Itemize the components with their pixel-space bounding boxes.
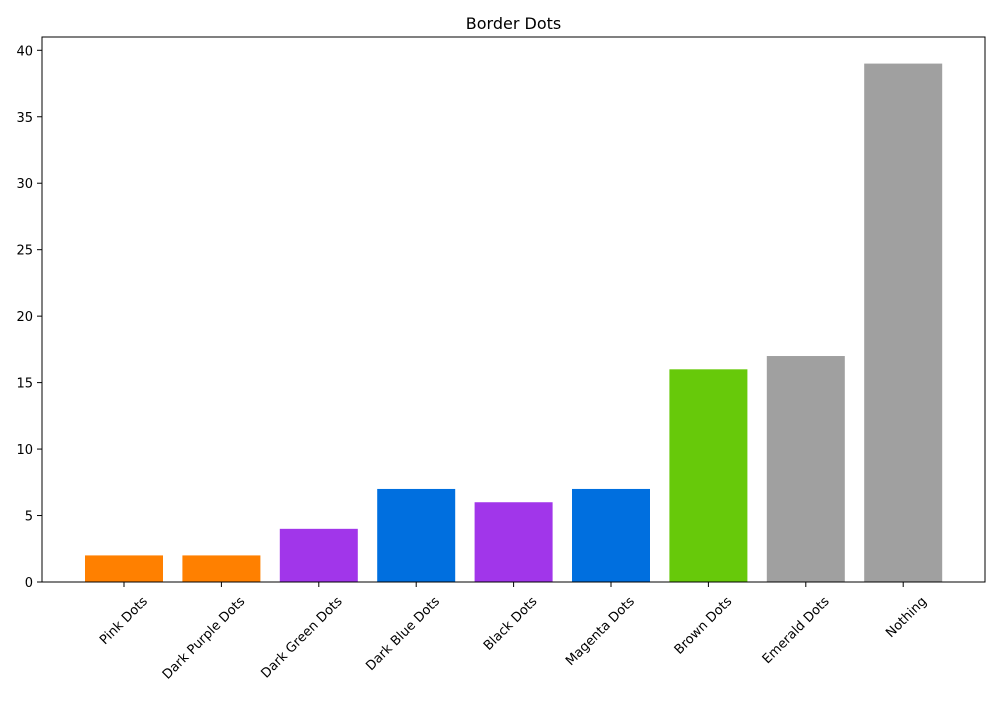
x-tick-label: Dark Blue Dots bbox=[363, 594, 443, 674]
x-tick-label: Magenta Dots bbox=[563, 594, 638, 669]
bar-nothing bbox=[864, 63, 943, 582]
bar-dark-purple-dots bbox=[182, 555, 261, 582]
bar-black-dots bbox=[474, 502, 553, 582]
bar-pink-dots bbox=[85, 555, 163, 582]
x-axis: Pink Dots Dark Purple Dots Dark Green Dots… bbox=[97, 582, 930, 683]
chart-title: Border Dots bbox=[466, 14, 561, 33]
y-tick-label: 0 bbox=[25, 576, 33, 591]
x-tick-label: Nothing bbox=[883, 594, 930, 641]
x-tick-label: Dark Purple Dots bbox=[160, 594, 249, 683]
y-tick-label: 15 bbox=[16, 377, 33, 392]
x-tick-label: Brown Dots bbox=[672, 594, 736, 658]
y-tick-label: 10 bbox=[16, 443, 33, 458]
y-axis: 0 5 10 15 20 25 30 35 40 bbox=[16, 44, 42, 591]
bar-brown-dots bbox=[669, 369, 748, 582]
y-tick-label: 25 bbox=[16, 244, 33, 259]
y-tick-label: 30 bbox=[16, 177, 33, 192]
x-tick-label: Pink Dots bbox=[97, 594, 151, 648]
x-tick-label: Black Dots bbox=[481, 594, 541, 654]
bars-layer bbox=[85, 63, 943, 582]
x-tick-label: Emerald Dots bbox=[760, 594, 833, 667]
plot-frame bbox=[41, 36, 986, 583]
bar-emerald-dots bbox=[766, 356, 845, 582]
bar-dark-blue-dots bbox=[377, 488, 456, 582]
bar-dark-green-dots bbox=[279, 528, 358, 582]
bar-magenta-dots bbox=[572, 488, 650, 582]
x-tick-label: Dark Green Dots bbox=[258, 594, 345, 681]
y-tick-label: 20 bbox=[16, 310, 33, 325]
y-tick-label: 35 bbox=[16, 111, 33, 126]
y-tick-label: 5 bbox=[25, 510, 33, 525]
y-tick-label: 40 bbox=[16, 44, 33, 59]
